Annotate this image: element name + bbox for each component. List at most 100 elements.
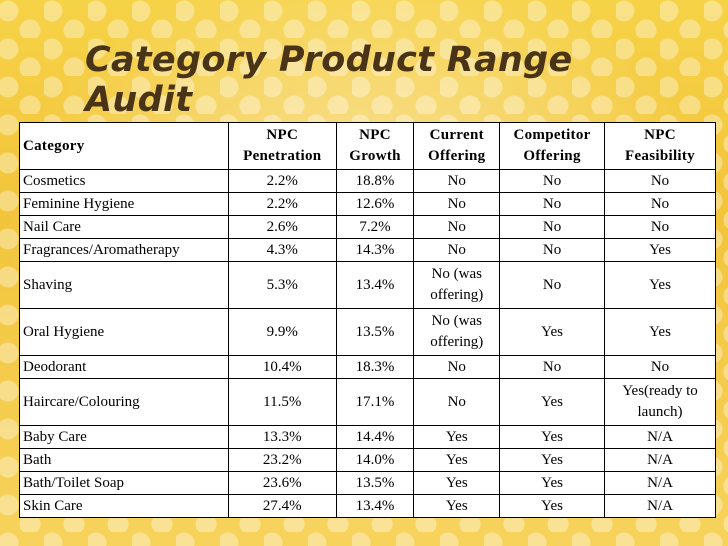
cell-current-offering: Yes [413,448,501,472]
cell-current-offering: No [413,238,501,262]
cell-current-offering: Yes [413,494,501,518]
cell-competitor-offering: Yes [499,425,605,449]
cell-category: Skin Care [19,494,229,518]
cell-feasibility: N/A [604,471,716,495]
header-category-label: Category [23,137,85,154]
cell-competitor-offering: Yes [499,471,605,495]
header-npc-growth-line1: NPC [359,127,391,143]
cell-penetration: 27.4% [227,494,337,518]
cell-category: Feminine Hygiene [19,192,229,216]
table-row: Fragrances/Aromatherapy 4.3% 14.3% No No… [19,238,716,262]
cell-category: Cosmetics [19,169,229,193]
cell-penetration: 2.2% [227,169,337,193]
header-npc-penetration: NPC Penetration [227,122,337,170]
cell-competitor-offering: No [499,238,605,262]
cell-category: Haircare/Colouring [19,378,229,426]
cell-competitor-offering: No [499,215,605,239]
cell-competitor-offering: No [499,192,605,216]
header-competitor-offering: Competitor Offering [499,122,605,170]
cell-current-line2: offering) [430,334,484,350]
cell-current-offering: No [413,355,501,379]
cell-growth: 13.5% [335,308,415,356]
table-row: Oral Hygiene 9.9% 13.5% No (was offering)… [19,308,716,356]
header-npc-penetration-line2: Penetration [243,148,322,164]
header-npc-growth: NPC Growth [335,122,415,170]
cell-growth: 13.5% [335,471,415,495]
cell-penetration: 23.6% [227,471,337,495]
table-header-row: Category NPC Penetration NPC Growth Curren… [19,122,716,170]
cell-current-offering: No [413,192,501,216]
cell-category: Oral Hygiene [19,308,229,356]
table-row: Deodorant 10.4% 18.3% No No No [19,355,716,379]
cell-growth: 14.0% [335,448,415,472]
cell-growth: 13.4% [335,494,415,518]
cell-feasibility: Yes [604,261,716,309]
header-current-offering-line2: Offering [428,148,486,164]
cell-penetration: 11.5% [227,378,337,426]
cell-growth: 14.4% [335,425,415,449]
header-competitor-offering-line2: Offering [523,148,581,164]
cell-current-offering: No (was offering) [413,308,501,356]
table-row: Bath 23.2% 14.0% Yes Yes N/A [19,448,716,472]
cell-current-offering: No [413,169,501,193]
table-row: Haircare/Colouring 11.5% 17.1% No Yes Ye… [19,378,716,426]
cell-growth: 13.4% [335,261,415,309]
table-row: Cosmetics 2.2% 18.8% No No No [19,169,716,193]
cell-growth: 14.3% [335,238,415,262]
cell-category: Deodorant [19,355,229,379]
cell-feasibility: Yes [604,308,716,356]
cell-penetration: 2.6% [227,215,337,239]
header-npc-feasibility-line1: NPC [644,127,676,143]
cell-current-offering: No [413,378,501,426]
cell-feasibility: Yes(ready to launch) [604,378,716,426]
table-row: Bath/Toilet Soap 23.6% 13.5% Yes Yes N/A [19,471,716,495]
cell-category: Shaving [19,261,229,309]
cell-current-line1: No (was [431,266,482,282]
table-row: Skin Care 27.4% 13.4% Yes Yes N/A [19,494,716,518]
cell-competitor-offering: Yes [499,448,605,472]
cell-feasibility: Yes [604,238,716,262]
cell-penetration: 2.2% [227,192,337,216]
table-row: Baby Care 13.3% 14.4% Yes Yes N/A [19,425,716,449]
cell-competitor-offering: No [499,261,605,309]
cell-feasibility-line2: launch) [637,404,683,420]
cell-growth: 17.1% [335,378,415,426]
table-row: Nail Care 2.6% 7.2% No No No [19,215,716,239]
cell-penetration: 4.3% [227,238,337,262]
cell-competitor-offering: Yes [499,378,605,426]
cell-feasibility: N/A [604,448,716,472]
cell-current-offering: No [413,215,501,239]
cell-feasibility: No [604,215,716,239]
cell-penetration: 10.4% [227,355,337,379]
cell-competitor-offering: Yes [499,308,605,356]
cell-penetration: 13.3% [227,425,337,449]
cell-feasibility-line1: Yes(ready to [622,383,698,399]
cell-growth: 18.3% [335,355,415,379]
cell-current-line1: No (was [431,313,482,329]
cell-category: Nail Care [19,215,229,239]
cell-growth: 12.6% [335,192,415,216]
cell-current-offering: Yes [413,471,501,495]
cell-feasibility: N/A [604,425,716,449]
product-range-table: Category NPC Penetration NPC Growth Curren… [19,122,716,518]
cell-competitor-offering: No [499,169,605,193]
cell-feasibility: N/A [604,494,716,518]
cell-feasibility: No [604,355,716,379]
cell-penetration: 5.3% [227,261,337,309]
cell-competitor-offering: No [499,355,605,379]
cell-growth: 7.2% [335,215,415,239]
header-current-offering-line1: Current [429,127,484,143]
cell-category: Bath/Toilet Soap [19,471,229,495]
cell-growth: 18.8% [335,169,415,193]
header-category: Category [19,122,229,170]
header-npc-penetration-line1: NPC [266,127,299,143]
table-row: Shaving 5.3% 13.4% No (was offering) No Y… [19,261,716,309]
cell-category: Bath [19,448,229,472]
cell-category: Baby Care [19,425,229,449]
cell-current-offering: No (was offering) [413,261,501,309]
slide-title: Category Product Range Audit [85,40,573,120]
cell-penetration: 23.2% [227,448,337,472]
cell-category: Fragrances/Aromatherapy [19,238,229,262]
header-npc-growth-line2: Growth [349,148,401,164]
cell-feasibility: No [604,169,716,193]
